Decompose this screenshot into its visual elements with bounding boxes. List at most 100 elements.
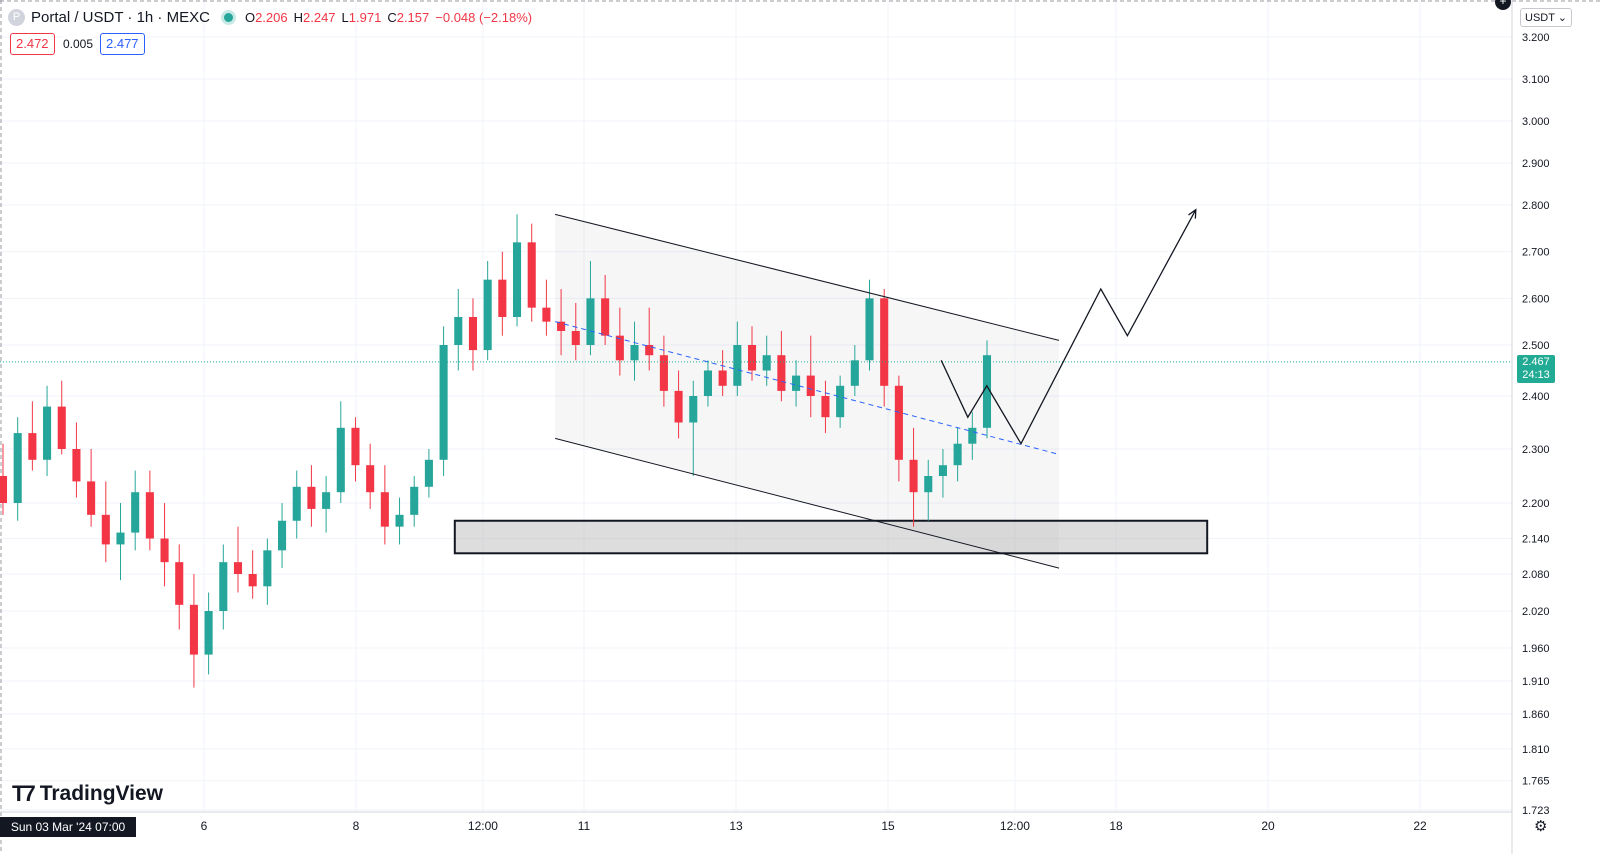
candle-body <box>483 279 492 351</box>
price-tick-label: 1.810 <box>1522 744 1550 756</box>
candle-body <box>894 385 903 460</box>
candle-body <box>659 355 668 391</box>
price-tick-label: 2.700 <box>1522 247 1550 259</box>
candle-body <box>410 486 419 515</box>
channel-lower-line <box>554 437 1060 569</box>
candle-body <box>733 345 742 386</box>
price-tick-label: 3.000 <box>1522 116 1550 128</box>
candle-body <box>645 345 654 356</box>
time-tick-label: 13 <box>729 819 743 833</box>
candle-body <box>674 390 683 423</box>
ask-price-box[interactable]: 2.477 <box>100 33 145 55</box>
candle-body <box>189 604 198 655</box>
currency-selector[interactable]: USDT ⌄ <box>1520 8 1573 27</box>
candle-body <box>527 242 536 308</box>
portal-logo-icon: P <box>8 8 25 26</box>
candle-body <box>160 538 169 563</box>
price-tick-label: 1.860 <box>1522 709 1550 721</box>
time-tick-label: 12:00 <box>468 819 498 833</box>
candle-body <box>865 298 874 361</box>
candle-body <box>468 317 478 351</box>
candle-body <box>821 396 830 418</box>
candle-body <box>571 331 580 345</box>
candle-body <box>336 427 345 493</box>
ohlc-item: O2.206 <box>245 10 288 25</box>
candle-body <box>292 486 301 521</box>
candle-body <box>777 355 786 391</box>
candle-body <box>322 492 331 509</box>
candle-body <box>13 433 22 503</box>
candle-body <box>248 574 257 587</box>
price-tick-label: 2.400 <box>1522 391 1550 403</box>
candle-body <box>747 345 757 371</box>
candle-body <box>28 433 37 460</box>
candle-body <box>116 532 125 545</box>
candle-body <box>307 486 316 509</box>
candle-body <box>424 459 433 487</box>
symbol-title[interactable]: Portal / USDT · 1h · MEXC <box>31 8 210 26</box>
channel-mid-line <box>554 321 1060 455</box>
candle-body <box>689 396 698 423</box>
candle-body <box>806 375 815 396</box>
candle-body <box>87 481 96 515</box>
candle-body <box>557 321 566 331</box>
ohlc-values: O2.206 H2.247 L1.971 C2.157 −0.048 (−2.18%) <box>245 10 532 25</box>
candle-body <box>938 465 947 476</box>
candle-body <box>498 279 507 317</box>
support-zone <box>453 519 1209 555</box>
ohlc-value: 1.971 <box>348 9 382 25</box>
ohlc-item: L1.971 <box>342 10 382 25</box>
bid-price-box[interactable]: 2.472 <box>10 33 55 55</box>
price-tick-label: 1.723 <box>1522 805 1550 817</box>
add-icon[interactable]: + <box>1495 0 1511 10</box>
tradingview-logo[interactable]: T7 TradingView <box>12 781 163 807</box>
candle-body <box>836 385 845 418</box>
price-tick-label: 3.200 <box>1522 32 1550 44</box>
candle-body <box>233 562 243 574</box>
market-status-icon <box>223 12 233 22</box>
symbol-header: P Portal / USDT · 1h · MEXC O2.206 H2.247… <box>8 6 532 28</box>
candle-body <box>72 449 81 482</box>
candle-body <box>145 492 154 539</box>
time-tick-label: 15 <box>881 819 895 833</box>
ohlc-item: C2.157 <box>387 10 429 25</box>
candle-body <box>850 360 859 386</box>
candle-body <box>439 345 448 460</box>
price-tick-label: 2.140 <box>1522 534 1550 546</box>
arrowhead-icon <box>1188 208 1197 219</box>
candle-body <box>204 611 213 655</box>
candle-body <box>0 476 8 503</box>
candle-body <box>395 514 404 527</box>
price-tick-label: 2.600 <box>1522 293 1550 305</box>
time-tick-label: 11 <box>578 819 591 833</box>
ohlc-key: C <box>387 9 397 25</box>
price-tick-label: 1.960 <box>1522 643 1550 655</box>
price-tick-label: 2.500 <box>1522 340 1550 352</box>
candle-body <box>57 406 66 449</box>
time-tick-label: 20 <box>1261 819 1275 833</box>
ohlc-item: H2.247 <box>294 10 336 25</box>
candle-body <box>762 355 771 371</box>
channel-upper-line <box>554 213 1060 341</box>
candle-body <box>601 298 610 336</box>
candle-body <box>924 476 933 493</box>
candle-body <box>792 375 801 391</box>
price-tick-label: 1.910 <box>1522 676 1550 688</box>
candle-countdown: 24:13 <box>1522 369 1550 381</box>
time-tick-label: 6 <box>201 819 208 833</box>
candle-body <box>43 406 52 460</box>
time-tick-label: 12:00 <box>1000 819 1030 833</box>
candle-body <box>909 459 918 493</box>
candle-body <box>968 427 977 444</box>
candle-body <box>718 370 727 386</box>
candle-body <box>219 562 228 611</box>
price-tick-label: 1.765 <box>1522 776 1550 788</box>
time-tick-label: 18 <box>1109 819 1123 833</box>
candle-body <box>366 465 375 493</box>
crosshair-date-badge: Sun 03 Mar '24 07:00 <box>0 817 136 837</box>
gear-icon[interactable]: ⚙ <box>1534 818 1548 835</box>
candle-body <box>278 520 287 551</box>
candle-body <box>880 298 889 386</box>
candle-body <box>101 514 110 545</box>
